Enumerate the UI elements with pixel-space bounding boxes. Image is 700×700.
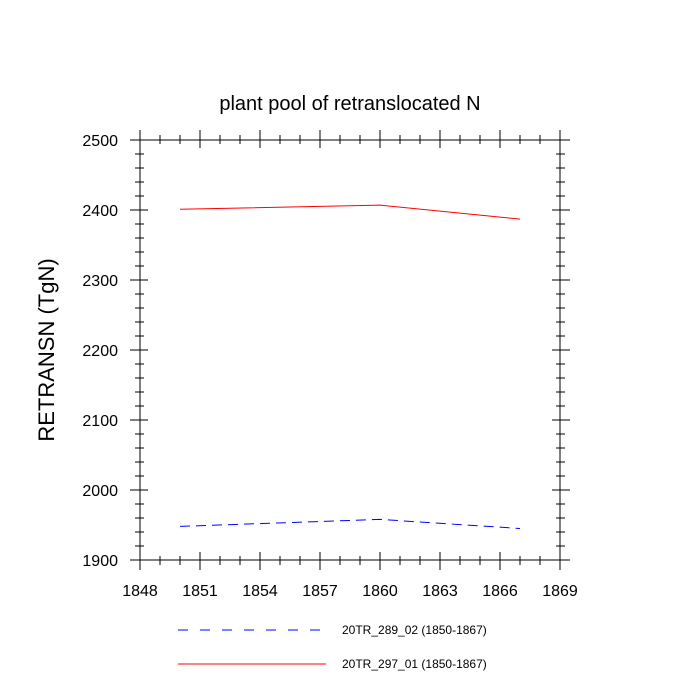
y-tick-label: 2300 — [82, 273, 118, 290]
series-lines — [179, 204, 521, 529]
legend-label-1: 20TR_297_01 (1850-1867) — [342, 657, 487, 671]
y-tick-label: 2500 — [82, 133, 118, 150]
y-tick-label: 2000 — [82, 483, 118, 500]
x-tick-label: 1857 — [302, 583, 338, 600]
tick-labels: 1848 1851 1854 1857 1860 1863 1866 1869 1900 2000… — [82, 133, 577, 600]
x-tick-label: 1860 — [362, 583, 398, 600]
x-tick-label: 1863 — [422, 583, 458, 600]
x-tick-label: 1851 — [182, 583, 218, 600]
plot-frame — [139, 139, 561, 561]
x-tick-label: 1866 — [482, 583, 518, 600]
x-tick-label: 1869 — [542, 583, 578, 600]
x-tick-label: 1848 — [122, 583, 158, 600]
series-line-1 — [179, 204, 521, 220]
legend-label-0: 20TR_289_02 (1850-1867) — [342, 623, 487, 637]
y-tick-label: 2200 — [82, 343, 118, 360]
chart-title: plant pool of retranslocated N — [219, 93, 480, 115]
y-axis-label: RETRANSN (TgN) — [34, 258, 59, 441]
axis-ticks — [130, 130, 570, 570]
legend: 20TR_289_02 (1850-1867) 20TR_297_01 (1850… — [178, 623, 487, 671]
x-tick-label: 1854 — [242, 583, 278, 600]
y-tick-label: 2400 — [82, 203, 118, 220]
series-line-0 — [179, 518, 521, 529]
y-tick-label: 2100 — [82, 413, 118, 430]
y-tick-label: 1900 — [82, 553, 118, 570]
